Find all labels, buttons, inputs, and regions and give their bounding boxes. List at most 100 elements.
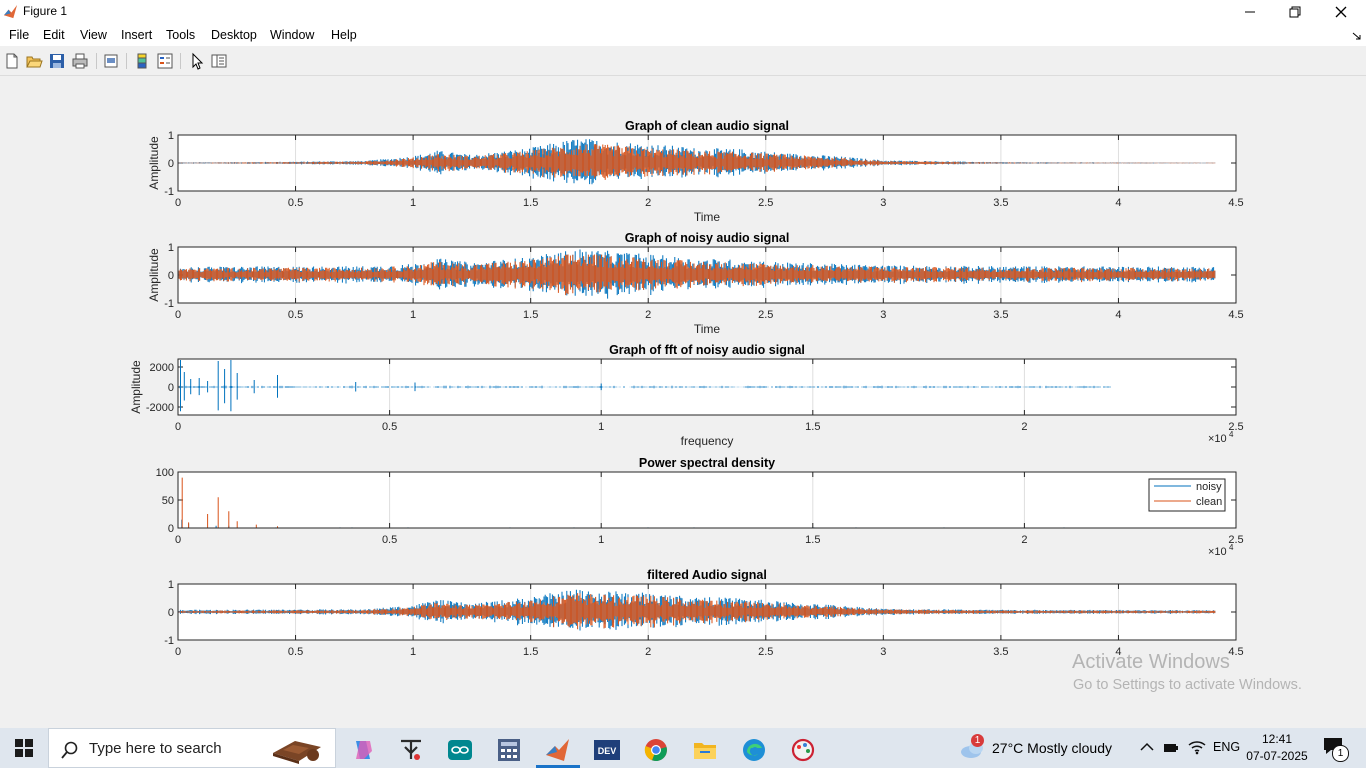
x-exponent-label: ×10 [1208, 546, 1227, 558]
clock-time: 12:41 [1261, 732, 1293, 746]
axes-box [177, 246, 1237, 304]
chart-title: filtered Audio signal [647, 568, 767, 582]
start-button[interactable] [0, 728, 48, 768]
axes-box [177, 583, 1237, 641]
battery-icon[interactable] [1163, 741, 1179, 755]
x-tick-label: 3 [880, 197, 886, 209]
arduino-app[interactable] [438, 732, 482, 768]
legend-box [1148, 478, 1226, 512]
legend-icon[interactable] [156, 52, 174, 70]
tinkercad-icon [401, 739, 421, 760]
chart-title: Graph of clean audio signal [625, 119, 789, 133]
search-icon [61, 741, 78, 759]
new-figure-icon[interactable] [3, 52, 21, 70]
axes-background [178, 359, 1236, 415]
axes-box [177, 358, 1237, 416]
y-tick-label: 50 [162, 495, 174, 507]
x-tick-label: 2.5 [1228, 534, 1243, 546]
x-tick-label: 0 [175, 534, 181, 546]
x-tick-label: 4.5 [1228, 197, 1243, 209]
chevron-up-icon[interactable] [1140, 742, 1154, 752]
axes-box [177, 471, 1237, 529]
menu-bar: File Edit View Insert Tools Desktop Wind… [0, 24, 1366, 46]
print-preview-icon[interactable] [102, 52, 120, 70]
paint-icon [791, 738, 815, 762]
toolbar-separator [180, 53, 181, 69]
x-tick-label: 0.5 [382, 534, 397, 546]
x-tick-label: 1 [410, 646, 416, 658]
calculator-app[interactable] [487, 732, 531, 768]
clock[interactable]: 12:41 07-07-2025 [1245, 731, 1309, 765]
windows-logo-icon [15, 739, 33, 757]
chart-title: Graph of noisy audio signal [625, 231, 790, 245]
y-tick-label: -2000 [146, 402, 174, 414]
plots-svg: 0 0.5 1 1.5 2 2.5 3 3.5 4 4.5 -1 0 1 Graph of clean a… [129, 119, 1244, 658]
series-line-orange [178, 593, 1216, 630]
x-tick-label: 3 [880, 646, 886, 658]
minimize-button[interactable] [1227, 0, 1273, 24]
menu-insert[interactable]: Insert [121, 28, 153, 42]
pointer-icon[interactable] [188, 52, 206, 70]
x-tick-label: 2 [645, 646, 651, 658]
search-placeholder: Type here to search [89, 740, 222, 757]
matlab-app[interactable] [536, 732, 580, 768]
x-axis-label: frequency [681, 434, 734, 448]
x-tick-label: 1.5 [523, 309, 538, 321]
edge-app[interactable] [732, 732, 776, 768]
restore-button[interactable] [1272, 0, 1318, 24]
y-tick-label: -1 [164, 186, 174, 198]
file-explorer-app[interactable] [683, 732, 727, 768]
chrome-app[interactable] [634, 732, 678, 768]
property-inspector-icon[interactable] [210, 52, 228, 70]
arduino-icon [448, 740, 472, 760]
devcpp-icon: DEV [594, 740, 620, 760]
chocolate-search-highlight-icon [273, 741, 321, 764]
wifi-icon[interactable] [1188, 739, 1206, 755]
series-line-orange [178, 144, 1216, 180]
copilot-app[interactable] [341, 732, 385, 768]
paint-app[interactable] [781, 732, 825, 768]
x-tick-label: 2 [645, 309, 651, 321]
menu-help[interactable]: Help [331, 28, 357, 42]
weather-widget[interactable]: 1 27°C Mostly cloudy [957, 734, 1127, 762]
x-tick-label: 0.5 [288, 646, 303, 658]
weather-text: 27°C Mostly cloudy [992, 740, 1112, 756]
menu-window[interactable]: Window [270, 28, 315, 42]
tinkercad-app[interactable] [389, 732, 433, 768]
x-tick-label: 1.5 [523, 646, 538, 658]
x-axis-label: Time [694, 322, 721, 336]
open-file-icon[interactable] [25, 52, 43, 70]
taskbar-search-box[interactable]: Type here to search [48, 728, 336, 768]
x-tick-label: 4.5 [1228, 646, 1243, 658]
y-tick-label: -1 [164, 298, 174, 310]
notification-count-badge: 1 [1332, 745, 1349, 762]
close-button[interactable] [1318, 0, 1364, 24]
menu-desktop[interactable]: Desktop [211, 28, 257, 42]
x-tick-label: 2.5 [758, 309, 773, 321]
menu-edit[interactable]: Edit [43, 28, 65, 42]
y-tick-label: 0 [168, 270, 174, 282]
menu-view[interactable]: View [80, 28, 107, 42]
menu-tools[interactable]: Tools [166, 28, 196, 42]
axes-background [178, 472, 1236, 528]
print-icon[interactable] [71, 52, 89, 70]
y-tick-label: 2000 [150, 362, 174, 374]
devcpp-app[interactable]: DEV [585, 732, 629, 768]
toolbar-separator [96, 53, 97, 69]
language-indicator[interactable]: ENG [1213, 740, 1241, 754]
y-tick-label: 0 [168, 382, 174, 394]
notification-center-button[interactable]: 1 [1322, 736, 1349, 762]
window-title: Figure 1 [23, 4, 68, 18]
x-tick-label: 4 [1115, 646, 1121, 658]
x-tick-label: 3.5 [993, 646, 1008, 658]
chart-title: Graph of fft of noisy audio signal [609, 343, 805, 357]
file-explorer-icon [694, 743, 716, 759]
menu-file[interactable]: File [9, 28, 30, 42]
x-tick-label: 1 [410, 309, 416, 321]
save-icon[interactable] [48, 52, 66, 70]
colorbar-icon[interactable] [133, 52, 151, 70]
dock-arrow-icon[interactable] [1352, 32, 1362, 40]
y-tick-label: 100 [156, 467, 174, 479]
